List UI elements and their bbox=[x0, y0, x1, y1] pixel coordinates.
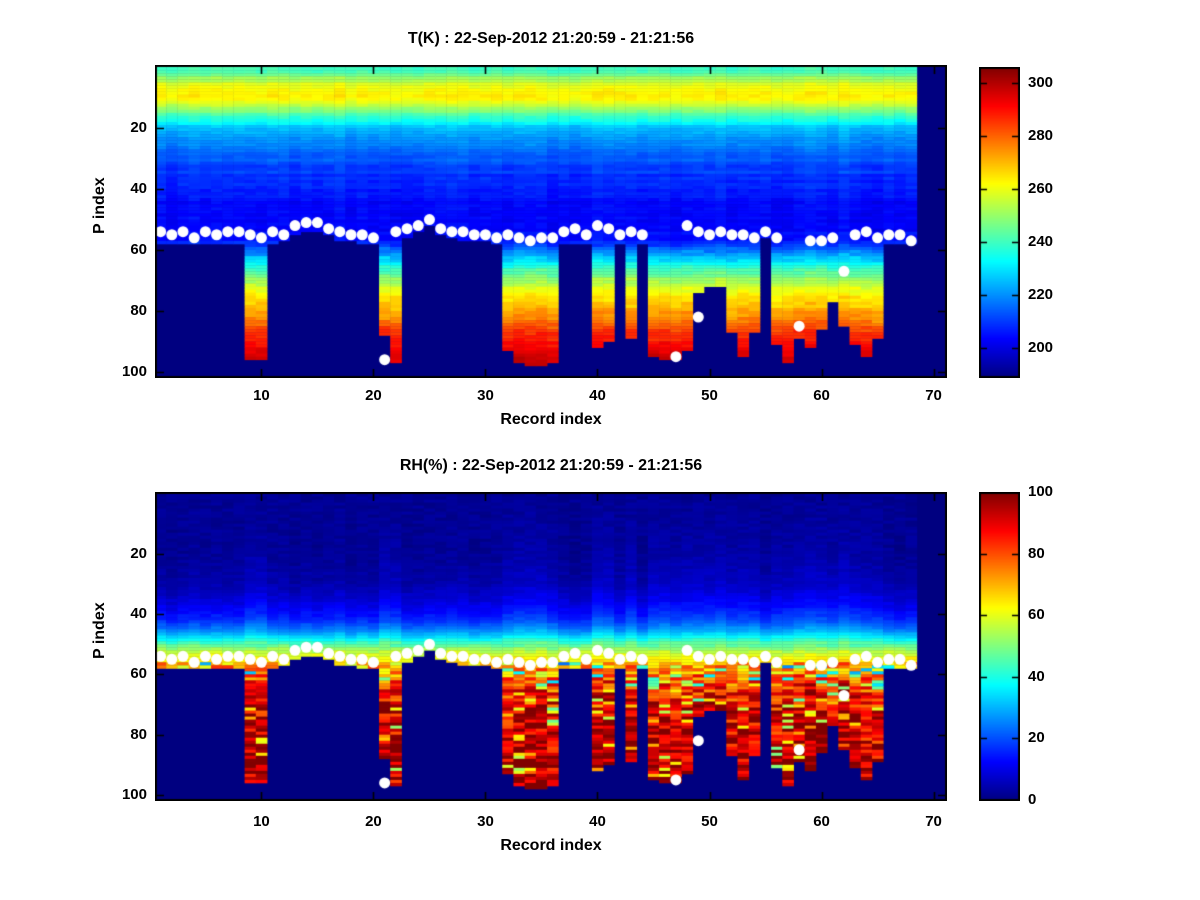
colorbar-tick-label: 220 bbox=[1028, 285, 1054, 303]
x-tick-label: 10 bbox=[253, 387, 270, 404]
x-tick-label: 70 bbox=[925, 813, 942, 830]
colorbar-tick-label: 280 bbox=[1028, 126, 1054, 144]
temperature-y-axis-label: P index bbox=[91, 177, 108, 234]
colorbar-tick-label: 20 bbox=[1028, 729, 1045, 747]
colorbar-tick-label: 100 bbox=[1028, 483, 1054, 500]
temperature-x-axis-label: Record index bbox=[500, 411, 602, 428]
x-tick-label: 50 bbox=[701, 387, 718, 404]
colorbar-tick-label: 0 bbox=[1028, 791, 1037, 808]
colorbar-tick-label: 300 bbox=[1028, 73, 1054, 91]
x-tick-label: 40 bbox=[589, 813, 606, 830]
humidity-plot-title: RH(%) : 22-Sep-2012 21:20:59 - 21:21:56 bbox=[399, 457, 703, 474]
temperature-colorbar bbox=[979, 67, 1020, 378]
y-tick-label: 20 bbox=[130, 119, 147, 137]
x-tick-label: 20 bbox=[365, 387, 382, 404]
x-tick-label: 20 bbox=[365, 813, 382, 830]
y-tick-label: 100 bbox=[121, 785, 147, 803]
x-tick-label: 10 bbox=[253, 813, 270, 830]
y-tick-label: 40 bbox=[130, 605, 147, 623]
x-tick-label: 60 bbox=[813, 387, 830, 404]
x-tick-label: 40 bbox=[589, 387, 606, 404]
y-tick-label: 80 bbox=[130, 725, 147, 743]
x-tick-label: 50 bbox=[701, 813, 718, 830]
y-tick-label: 80 bbox=[130, 301, 147, 319]
colorbar-tick-label: 260 bbox=[1028, 179, 1054, 197]
colorbar-tick-label: 240 bbox=[1028, 232, 1054, 250]
temperature-heatmap-canvas bbox=[155, 65, 947, 378]
humidity-y-axis-label: P index bbox=[91, 602, 108, 659]
temperature-plot-title: T(K) : 22-Sep-2012 21:20:59 - 21:21:56 bbox=[407, 30, 695, 47]
y-tick-label: 60 bbox=[130, 665, 147, 683]
x-tick-label: 30 bbox=[477, 813, 494, 830]
y-tick-label: 100 bbox=[121, 362, 147, 380]
colorbar-tick-label: 80 bbox=[1028, 544, 1045, 562]
colorbar-tick-label: 200 bbox=[1028, 338, 1054, 356]
x-tick-label: 30 bbox=[477, 387, 494, 404]
y-tick-label: 20 bbox=[130, 544, 147, 562]
humidity-heatmap-canvas bbox=[155, 492, 947, 801]
x-tick-label: 60 bbox=[813, 813, 830, 830]
y-tick-label: 60 bbox=[130, 240, 147, 258]
humidity-colorbar bbox=[979, 492, 1020, 801]
x-tick-label: 70 bbox=[925, 387, 942, 404]
humidity-x-axis-label: Record index bbox=[500, 837, 602, 854]
y-tick-label: 40 bbox=[130, 180, 147, 198]
colorbar-tick-label: 60 bbox=[1028, 606, 1045, 624]
colorbar-tick-label: 40 bbox=[1028, 667, 1045, 685]
